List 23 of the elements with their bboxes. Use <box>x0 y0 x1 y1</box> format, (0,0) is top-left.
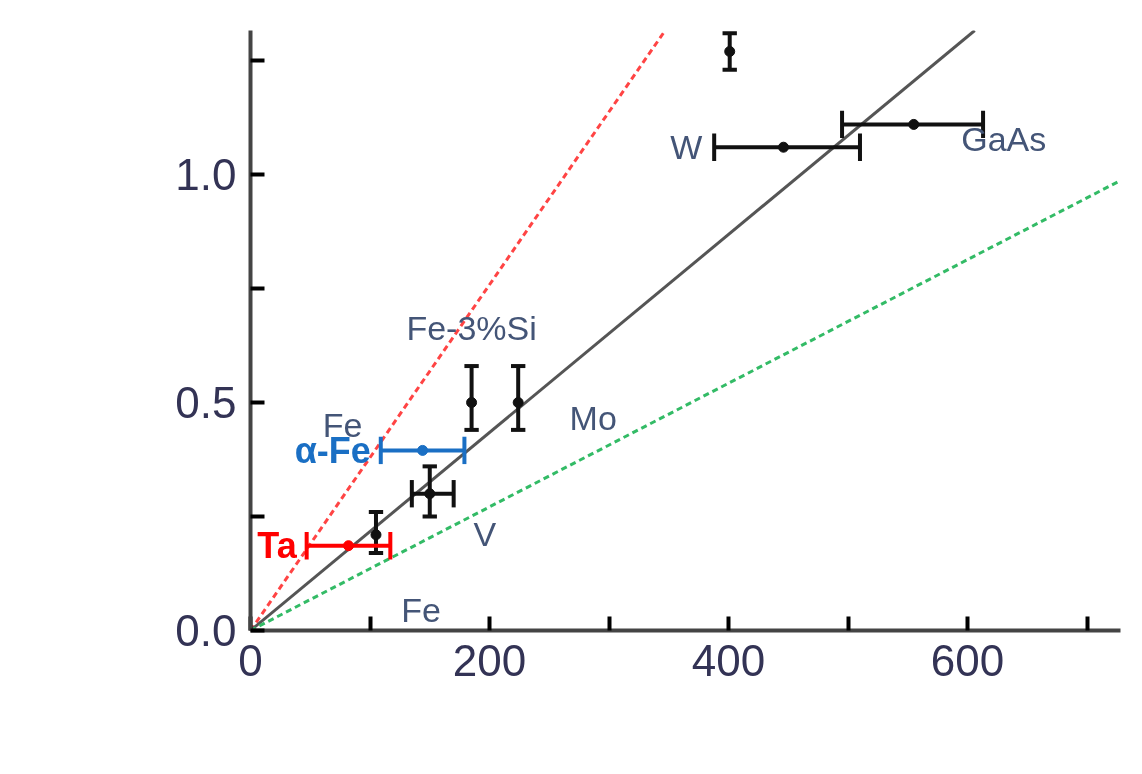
x-tick-label: 0 <box>238 635 263 685</box>
annotation: GaAs <box>961 120 1047 159</box>
annotation: Mo <box>569 398 617 437</box>
point <box>777 141 789 153</box>
x-tick-label: 600 <box>930 635 1005 685</box>
point <box>724 45 736 57</box>
annotation: V <box>473 514 497 553</box>
point <box>908 118 920 130</box>
point <box>417 444 429 456</box>
series-label: Ta <box>257 525 298 567</box>
point <box>466 397 478 409</box>
x-tick-label: 400 <box>691 635 766 685</box>
point <box>342 540 354 552</box>
annotation: W <box>670 128 703 167</box>
y-tick-label: 0.0 <box>175 606 237 655</box>
x-tick-label: 200 <box>452 635 527 685</box>
point <box>512 397 524 409</box>
point <box>370 529 382 541</box>
point <box>424 488 436 500</box>
annotation: Fe <box>401 590 441 629</box>
y-tick-label: 1.0 <box>175 150 237 200</box>
annotation: Fe-3%Si <box>406 308 537 347</box>
y-tick-label: 0.5 <box>175 378 237 428</box>
